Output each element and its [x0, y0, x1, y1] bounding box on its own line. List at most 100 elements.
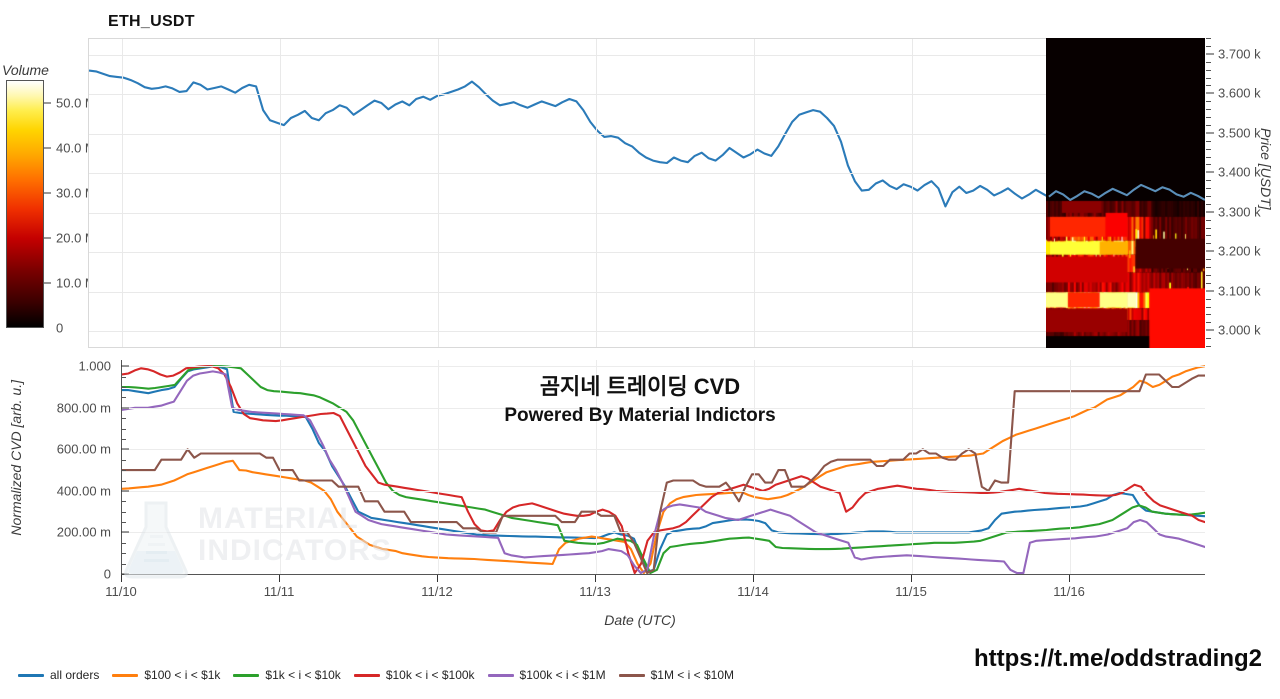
gridline-vertical — [912, 39, 914, 347]
volume-colorbar — [6, 80, 44, 328]
cvd-y-minor-tick — [121, 439, 126, 440]
colorbar-tick-label: 20.0 M — [56, 230, 96, 246]
gridline-vertical — [280, 360, 281, 574]
colorbar-tick-label: 50.0 M — [56, 95, 96, 110]
price-minor-tick — [1206, 314, 1211, 316]
legend-label: $1k < i < $10k — [265, 668, 341, 682]
price-minor-tick — [1206, 219, 1211, 221]
cvd-series-line — [122, 373, 1205, 574]
cvd-x-tick-label: 11/10 — [105, 584, 137, 599]
cvd-y-minor-tick — [121, 376, 126, 378]
legend-label: $10k < i < $100k — [385, 668, 475, 682]
price-minor-tick — [1206, 77, 1211, 79]
cvd-series-line — [122, 365, 1205, 574]
cvd-y-tick-label: 600.00 m — [56, 441, 111, 457]
legend-item[interactable]: $1k < i < $10k — [233, 668, 341, 682]
price-minor-tick — [1206, 259, 1211, 261]
price-minor-tick — [1206, 180, 1211, 182]
legend[interactable]: all orders $100 < i < $1k $1k < i < $10k $1… — [18, 660, 734, 690]
cvd-x-tick-label: 11/16 — [1053, 584, 1085, 599]
heatmap-price-overlay — [1048, 183, 1205, 201]
price-minor-tick — [1206, 267, 1211, 268]
gridline-horizontal — [89, 291, 1204, 293]
gridline-vertical — [596, 360, 598, 574]
price-tick-label: 3.200 k — [1218, 243, 1261, 259]
cvd-y-axis-title: Normalized CVD [arb. u.] — [8, 380, 24, 536]
price-minor-tick — [1206, 45, 1211, 47]
heatmap-canvas — [1046, 38, 1205, 348]
telegram-url[interactable]: https://t.me/oddstrading2 — [974, 645, 1262, 672]
legend-swatch — [618, 673, 645, 677]
price-line-chart — [89, 69, 1204, 208]
page-title: ETH_USDT — [108, 13, 195, 30]
cvd-y-tick-label: 1.000 — [78, 358, 111, 374]
cvd-x-axis: 11/10 11/11 11/12 11/13 11/14 11/15 11/16 — [0, 575, 1280, 615]
legend-label: $100 < i < $1k — [144, 668, 221, 682]
price-tick-label: 3.100 k — [1218, 283, 1261, 299]
price-minor-tick — [1206, 322, 1211, 324]
cvd-y-minor-tick — [121, 563, 126, 565]
cvd-series-line — [122, 365, 1205, 574]
price-minor-tick — [1206, 235, 1211, 237]
colorbar-tick-label: 0 — [56, 320, 64, 336]
legend-swatch — [112, 673, 139, 677]
price-minor-tick — [1206, 298, 1211, 300]
price-tick-label: 3.300 k — [1218, 204, 1261, 220]
price-minor-tick — [1206, 346, 1211, 347]
legend-item[interactable]: $100k < i < $1M — [487, 668, 606, 682]
gridline-vertical — [280, 39, 281, 347]
legend-swatch — [18, 673, 44, 677]
gridline-horizontal — [89, 133, 1204, 135]
cvd-y-tick-label: 0 — [103, 566, 111, 582]
cvd-y-minor-tick — [121, 418, 126, 420]
price-minor-tick — [1206, 195, 1211, 197]
price-axis: 3.700 k 3.600 k 3.500 k 3.400 k 3.300 k 3.200… — [1206, 38, 1280, 349]
cvd-y-minor-tick — [121, 480, 126, 482]
price-tick-label: 3.000 k — [1218, 322, 1261, 338]
liquidity-heatmap — [1046, 38, 1205, 348]
cvd-x-tick-label: 11/15 — [895, 584, 927, 599]
price-minor-tick — [1206, 61, 1211, 63]
gridline-vertical — [912, 360, 914, 574]
cvd-y-minor-tick — [121, 387, 126, 388]
gridline-vertical — [438, 39, 439, 347]
gridline-vertical — [122, 39, 123, 347]
legend-swatch — [233, 673, 260, 677]
cvd-y-axis: 1.000 800.00 m 600.00 m 400.00 m 200.00 m 0 — [0, 350, 129, 585]
legend-item[interactable]: $1M < i < $10M — [618, 668, 734, 682]
cvd-x-axis-title-wrap: Date (UTC) — [0, 612, 1280, 630]
gridline-horizontal — [122, 490, 1205, 492]
price-minor-tick — [1206, 124, 1211, 126]
legend-label: $100k < i < $1M — [519, 668, 606, 682]
price-plot-area — [88, 38, 1205, 348]
price-minor-tick — [1206, 38, 1211, 39]
price-minor-tick — [1206, 117, 1211, 118]
gridline-vertical — [1070, 360, 1072, 574]
price-minor-tick — [1206, 164, 1211, 166]
cvd-y-tick-label: 200.00 m — [56, 524, 111, 540]
cvd-y-minor-tick — [121, 470, 126, 472]
cvd-y-minor-tick — [121, 501, 126, 503]
gridline-vertical — [754, 360, 756, 574]
legend-label: $1M < i < $10M — [650, 668, 734, 682]
legend-swatch — [487, 673, 514, 677]
price-minor-tick — [1206, 274, 1211, 276]
price-minor-tick — [1206, 140, 1211, 142]
gridline-horizontal — [89, 54, 1204, 56]
price-minor-tick — [1206, 338, 1211, 340]
price-minor-tick — [1206, 188, 1211, 190]
gridline-horizontal — [89, 173, 1204, 175]
cvd-x-tick-label: 11/13 — [579, 584, 611, 599]
legend-label: all orders — [50, 668, 100, 682]
cvd-y-tick-label: 800.00 m — [56, 400, 111, 416]
legend-item[interactable]: $10k < i < $100k — [353, 668, 475, 682]
cvd-series-line — [122, 370, 1205, 574]
heatmap-price-line — [1048, 183, 1205, 201]
cvd-y-minor-tick — [121, 397, 126, 399]
legend-item[interactable]: $100 < i < $1k — [112, 668, 220, 682]
cvd-y-minor-tick — [121, 542, 126, 544]
price-tick-label: 3.700 k — [1218, 46, 1261, 62]
gridline-vertical — [754, 39, 756, 347]
colorbar-tick-label: 30.0 M — [56, 185, 96, 201]
legend-item[interactable]: all orders — [18, 668, 99, 682]
